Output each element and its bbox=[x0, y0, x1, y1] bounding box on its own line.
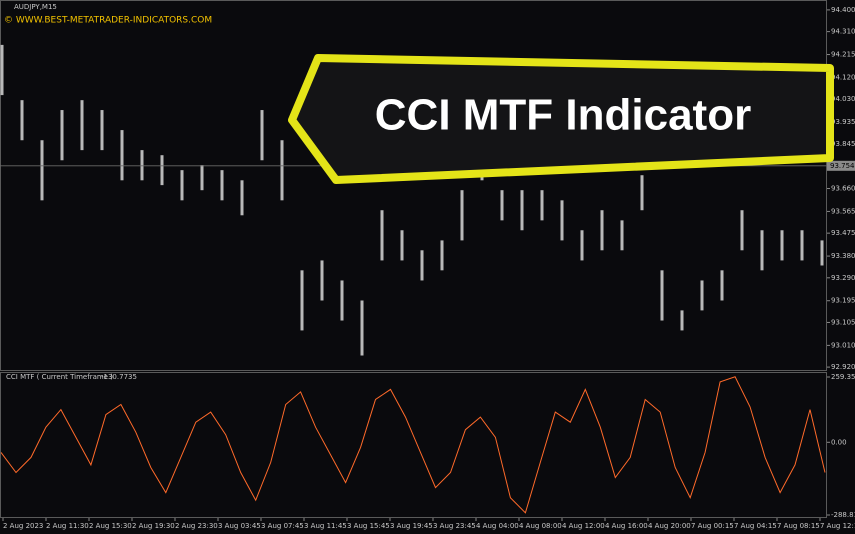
cci-line bbox=[0, 376, 826, 514]
price-bar bbox=[100, 110, 104, 151]
x-tick-label: 2 Aug 23:30 bbox=[175, 522, 218, 530]
price-bar bbox=[520, 190, 524, 231]
price-bar bbox=[160, 155, 164, 186]
symbol: AUDJPY,M15 bbox=[14, 3, 57, 11]
price-bar bbox=[580, 230, 584, 261]
price-bar bbox=[400, 230, 404, 261]
indicator-title: CCI MTF ( Current Timeframe ) bbox=[6, 373, 113, 381]
y-tick-label: 92.920 bbox=[831, 363, 855, 371]
price-bar bbox=[800, 230, 804, 261]
price-bar bbox=[120, 130, 124, 181]
x-tick-label: 3 Aug 23:45 bbox=[433, 522, 476, 530]
y-tick-label: 93.380 bbox=[831, 252, 855, 260]
price-bar bbox=[360, 300, 364, 356]
price-bar bbox=[200, 165, 204, 191]
price-bar bbox=[300, 270, 304, 331]
x-tick-label: 2 Aug 2023 bbox=[3, 522, 43, 530]
price-bar bbox=[420, 250, 424, 281]
y-tick-label: 94.030 bbox=[831, 95, 855, 103]
price-bar bbox=[320, 260, 324, 301]
x-tick-label: 3 Aug 03:45 bbox=[218, 522, 261, 530]
y-tick-label: 0.00 bbox=[831, 438, 847, 446]
y-tick-label: 93.290 bbox=[831, 274, 855, 282]
x-tick-label: 7 Aug 12:15 bbox=[820, 522, 855, 530]
price-bar bbox=[640, 175, 644, 211]
price-bar bbox=[600, 210, 604, 251]
y-tick-label: 93.935 bbox=[831, 118, 855, 126]
y-tick-label: 93.105 bbox=[831, 318, 855, 326]
price-bar bbox=[220, 170, 224, 201]
price-bar bbox=[620, 220, 624, 251]
price-bar bbox=[820, 240, 824, 266]
x-tick-label: 4 Aug 04:00 bbox=[476, 522, 519, 530]
price-bar bbox=[460, 190, 464, 241]
x-tick-label: 4 Aug 08:00 bbox=[519, 522, 562, 530]
x-tick-label: 7 Aug 08:15 bbox=[777, 522, 820, 530]
x-tick-label: 3 Aug 11:45 bbox=[304, 522, 347, 530]
price-bar bbox=[700, 280, 704, 311]
x-tick-label: 4 Aug 20:00 bbox=[648, 522, 691, 530]
price-bar bbox=[340, 280, 344, 321]
main-panel bbox=[0, 0, 827, 371]
y-tick-label: 93.195 bbox=[831, 297, 855, 305]
price-bar bbox=[40, 140, 44, 201]
x-tick-label: 2 Aug 19:30 bbox=[132, 522, 175, 530]
y-tick-label: 93.010 bbox=[831, 341, 855, 349]
y-tick-label: 93.845 bbox=[831, 140, 855, 148]
y-tick-label: 94.400 bbox=[831, 6, 855, 14]
x-tick-label: 7 Aug 00:15 bbox=[691, 522, 734, 530]
current-price-label: 93.754 bbox=[830, 162, 855, 170]
price-bar bbox=[80, 100, 84, 151]
banner bbox=[288, 54, 834, 184]
price-bar bbox=[680, 310, 684, 331]
price-bar bbox=[180, 170, 184, 201]
price-bar bbox=[0, 44, 4, 96]
price-bar bbox=[240, 180, 244, 216]
price-bar bbox=[660, 270, 664, 321]
price-bar bbox=[560, 200, 564, 241]
indicator-value: -130.7735 bbox=[101, 373, 137, 381]
y-tick-label: 93.660 bbox=[831, 184, 855, 192]
price-bar bbox=[760, 230, 764, 271]
price-bar bbox=[60, 110, 64, 161]
price-bar bbox=[20, 100, 24, 141]
y-tick-label: 259.3531 bbox=[831, 373, 855, 381]
y-tick-label: 93.565 bbox=[831, 207, 855, 215]
x-tick-label: 4 Aug 16:00 bbox=[605, 522, 648, 530]
price-bar bbox=[280, 140, 284, 201]
price-bar bbox=[140, 150, 144, 181]
y-tick-label: 94.215 bbox=[831, 51, 855, 59]
price-bar bbox=[440, 240, 444, 271]
price-bar bbox=[260, 110, 264, 161]
price-bar bbox=[540, 190, 544, 221]
price-bar bbox=[720, 270, 724, 301]
price-bar bbox=[780, 230, 784, 261]
watermark: © WWW.BEST-METATRADER-INDICATORS.COM bbox=[4, 16, 212, 26]
price-bar bbox=[500, 190, 504, 221]
y-tick-label: 94.310 bbox=[831, 28, 855, 36]
banner-text: CCI MTF Indicator bbox=[375, 91, 751, 140]
x-tick-label: 3 Aug 19:45 bbox=[390, 522, 433, 530]
price-bar bbox=[380, 210, 384, 261]
y-tick-label: -288.811 bbox=[831, 511, 855, 519]
x-tick-label: 3 Aug 07:45 bbox=[261, 522, 304, 530]
price-bar bbox=[740, 210, 744, 251]
x-tick-label: 4 Aug 12:00 bbox=[562, 522, 605, 530]
current-price-box bbox=[827, 160, 855, 171]
y-tick-label: 94.120 bbox=[831, 73, 855, 81]
y-tick-label: 93.475 bbox=[831, 229, 855, 237]
indicator-panel bbox=[0, 372, 827, 518]
x-tick-label: 7 Aug 04:15 bbox=[734, 522, 777, 530]
x-tick-label: 2 Aug 11:30 bbox=[46, 522, 89, 530]
x-tick-label: 2 Aug 15:30 bbox=[89, 522, 132, 530]
x-tick-label: 3 Aug 15:45 bbox=[347, 522, 390, 530]
